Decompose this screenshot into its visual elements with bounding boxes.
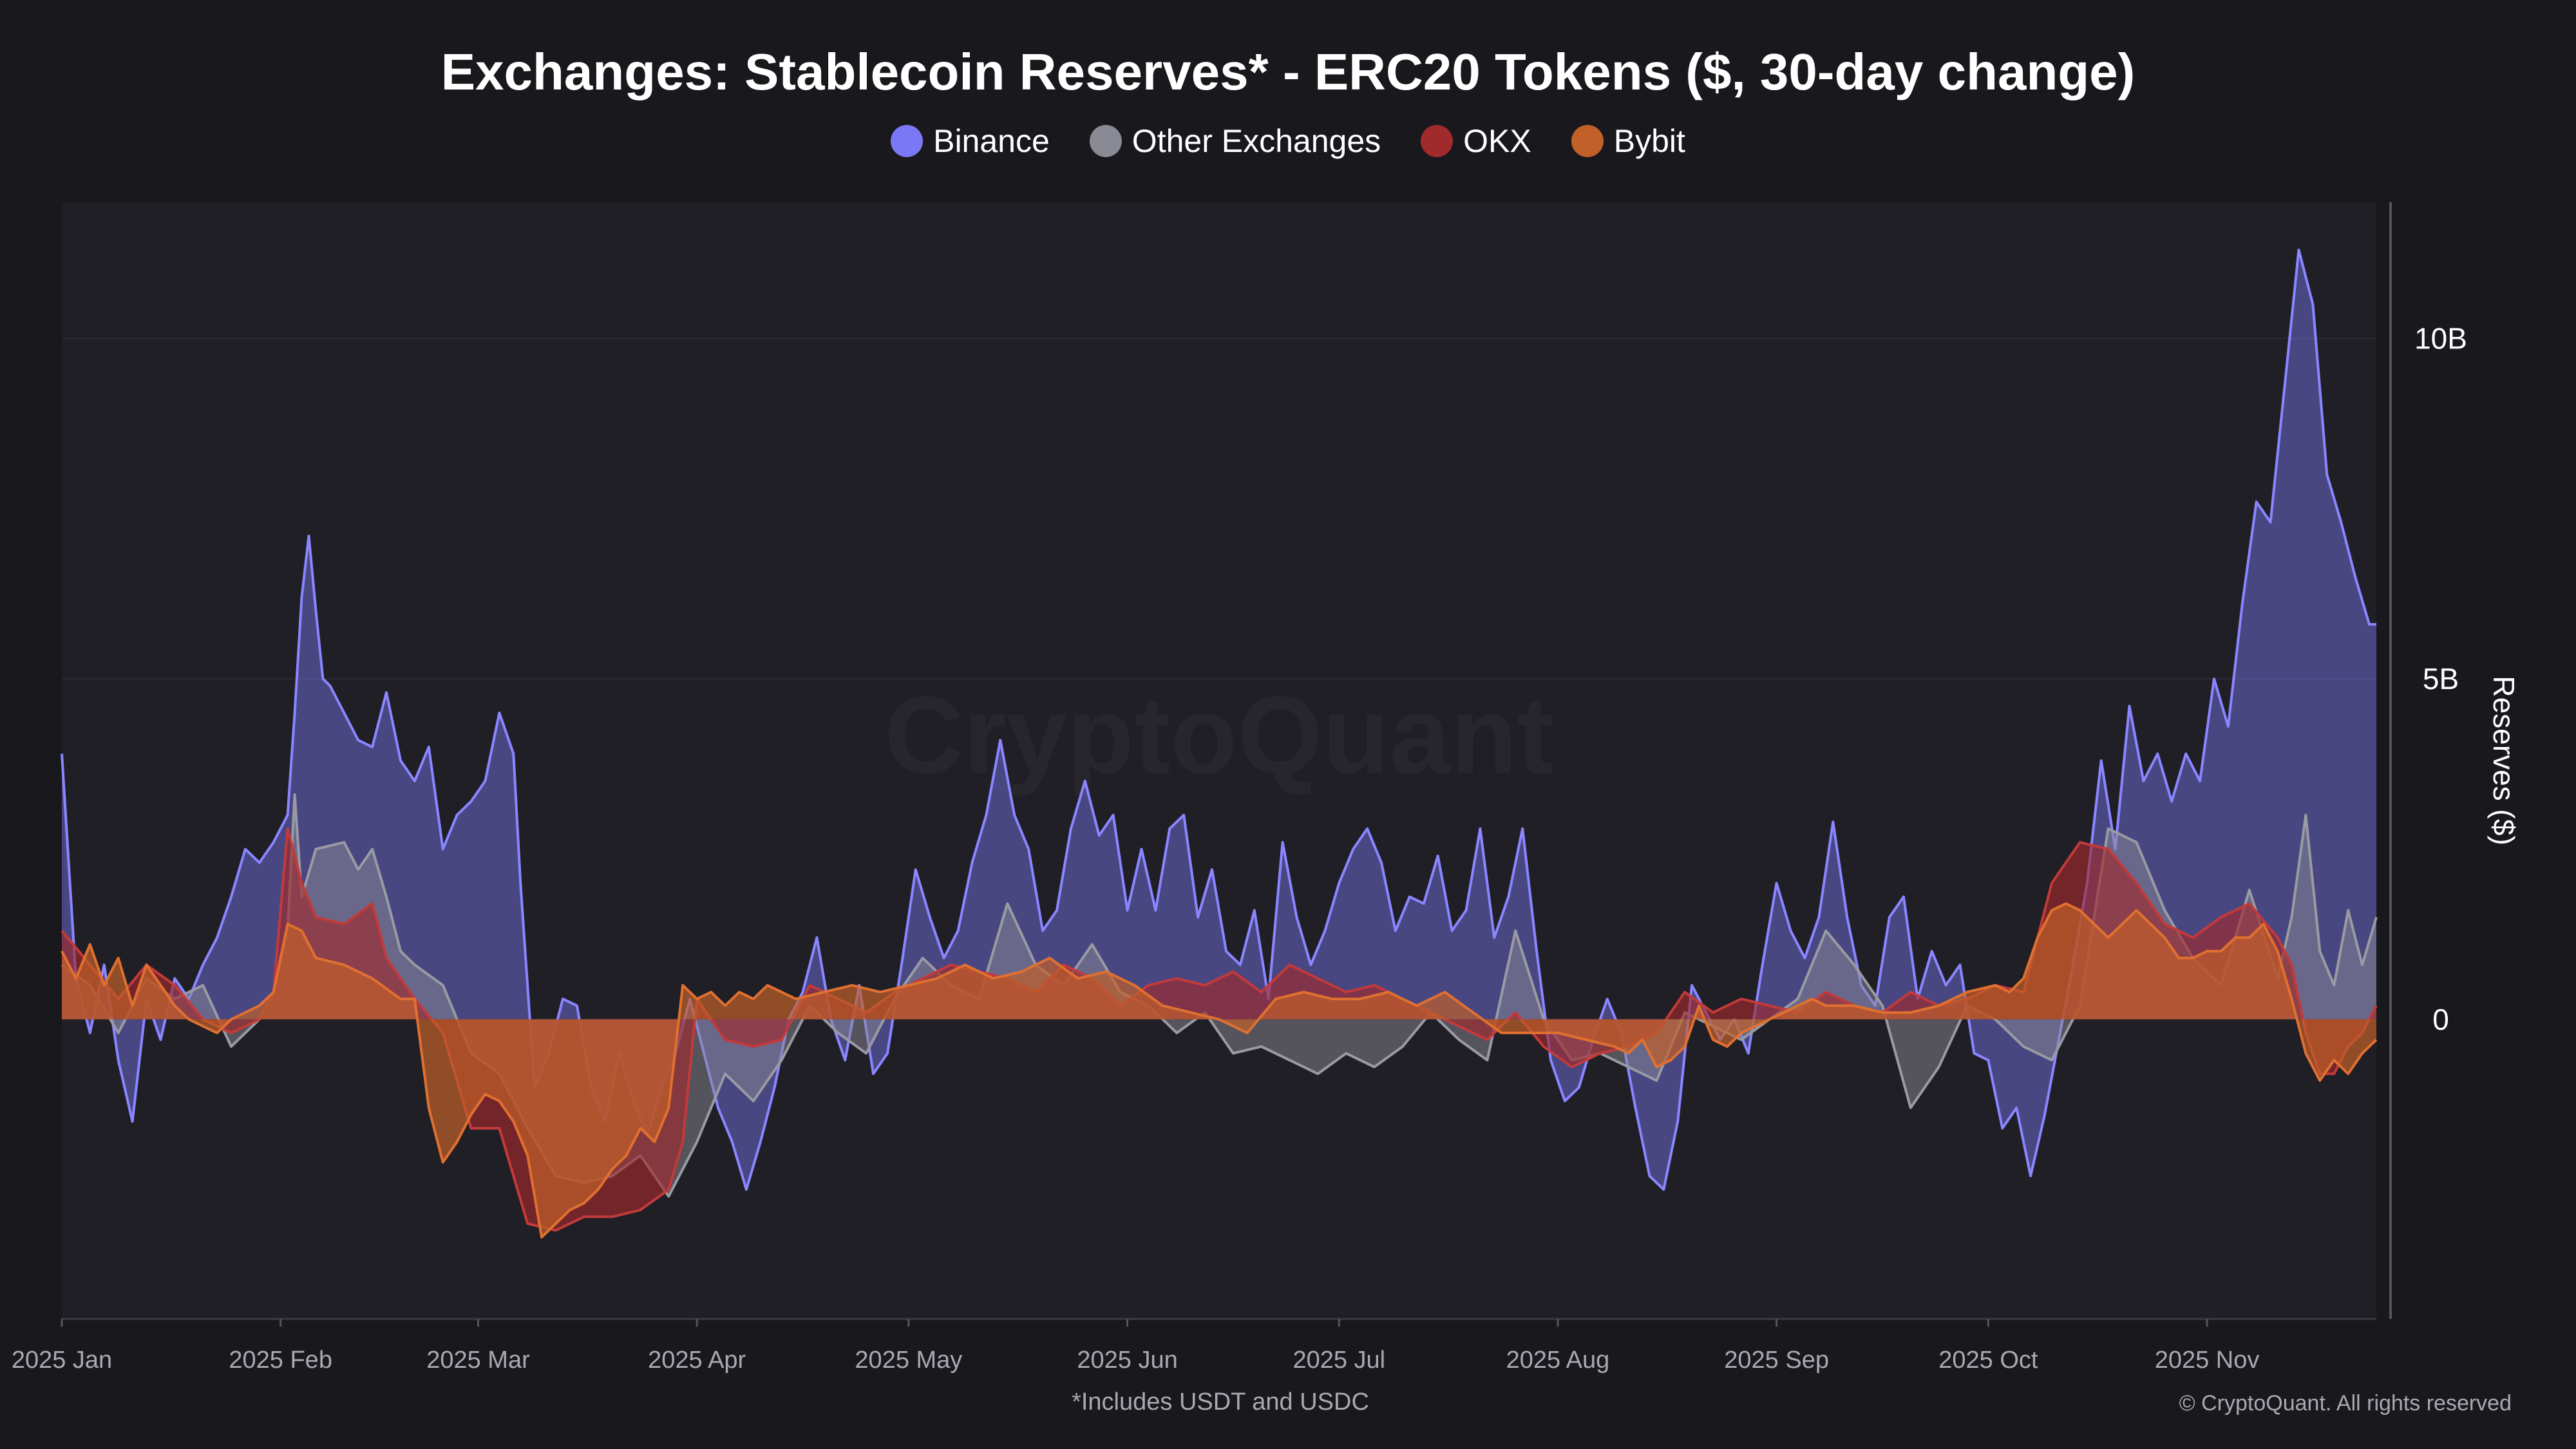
legend-item-okx[interactable]: OKX (1421, 122, 1531, 160)
y-tick-label: 10B (2414, 321, 2467, 355)
footnote: *Includes USDT and USDC (1072, 1388, 1369, 1416)
gridlines (62, 337, 2376, 680)
copyright: © CryptoQuant. All rights reserved (2179, 1391, 2512, 1416)
x-tick-label: 2025 May (855, 1347, 962, 1374)
series-area-bybit (62, 904, 2376, 1238)
x-tick-label: 2025 Oct (1938, 1347, 2038, 1374)
series-line-okx (61, 827, 2378, 1232)
x-tick-label: 2025 Apr (648, 1347, 746, 1374)
legend-item-binance[interactable]: Binance (891, 122, 1050, 160)
legend-item-other-exchanges[interactable]: Other Exchanges (1089, 122, 1381, 160)
y-axis-label: Reserves ($) (2487, 676, 2521, 845)
x-tick-label: 2025 Jun (1077, 1347, 1177, 1374)
x-axis-ticks: 2025 Jan 2025 Feb 2025 Mar 2025 Apr 2025 May… (12, 1319, 2260, 1374)
legend-dot-icon (891, 125, 923, 157)
legend-dot-icon (1421, 125, 1454, 157)
series-layer (61, 249, 2378, 1239)
legend-item-bybit[interactable]: Bybit (1571, 122, 1685, 160)
legend: Binance Other Exchanges OKX Bybit (0, 122, 2576, 160)
x-tick-label: 2025 Jul (1293, 1347, 1385, 1374)
legend-label: Bybit (1613, 123, 1685, 159)
series-line-binance (61, 249, 2376, 1191)
y-tick-label: 0 (2432, 1003, 2449, 1036)
y-axis-ticks: 0 5B 10B (2414, 321, 2467, 1036)
series-area-binance (62, 250, 2376, 1190)
watermark: CryptoQuant (885, 674, 1554, 797)
x-tick-label: 2025 Nov (2155, 1347, 2260, 1374)
x-tick-label: 2025 Jan (12, 1347, 112, 1374)
series-line-bybit (61, 902, 2378, 1239)
x-tick-label: 2025 Mar (426, 1347, 530, 1374)
x-tick-label: 2025 Feb (229, 1347, 332, 1374)
legend-label: Binance (933, 123, 1050, 159)
x-tick-label: 2025 Sep (1724, 1347, 1829, 1374)
x-tick-label: 2025 Aug (1506, 1347, 1610, 1374)
legend-dot-icon (1089, 125, 1122, 157)
legend-label: Other Exchanges (1132, 123, 1381, 159)
legend-label: OKX (1463, 123, 1531, 159)
chart-title: Exchanges: Stablecoin Reserves* - ERC20 … (440, 43, 2136, 100)
y-tick-label: 5B (2423, 662, 2459, 696)
legend-dot-icon (1571, 125, 1604, 157)
series-line-other-exchanges (61, 793, 2378, 1198)
